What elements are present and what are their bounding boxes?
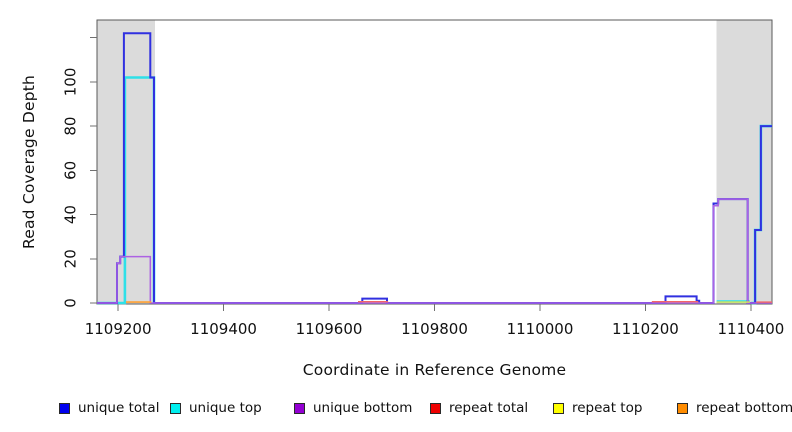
x-tick-label: 1109400 [190,320,257,338]
x-tick-label: 1109200 [85,320,152,338]
x-tick-label: 1110400 [718,320,785,338]
legend-swatch-unique-total [59,403,70,414]
series-unique-bottom [97,198,772,304]
legend-label: repeat total [449,400,529,416]
y-tick-label: 80 [61,117,79,136]
y-tick-label: 40 [61,205,79,224]
legend-label: repeat top [572,400,643,416]
legend-swatch-repeat-top [553,403,564,414]
x-tick-label: 1110000 [507,320,574,338]
legend-label: unique total [78,400,160,416]
y-tick-label: 100 [61,68,79,97]
legend-label: unique bottom [313,400,413,416]
series-unique-total [97,32,772,304]
y-axis-title: Read Coverage Depth [20,74,38,250]
right-repeat-region-shading [716,20,772,304]
y-tick-label: 0 [61,298,79,308]
legend-label: unique top [189,400,262,416]
legend-swatch-unique-top [170,403,181,414]
legend-swatch-unique-bottom [294,403,305,414]
x-axis-title: Coordinate in Reference Genome [302,361,567,379]
y-tick-label: 60 [61,161,79,180]
x-tick-label: 1109600 [296,320,363,338]
legend-swatch-repeat-total [430,403,441,414]
legend-label: repeat bottom [696,400,792,416]
legend: unique total unique top unique bottom repea… [0,398,792,424]
legend-swatch-repeat-bottom [677,403,688,414]
y-tick-label: 20 [61,249,79,268]
x-tick-label: 1110200 [612,320,679,338]
plot-border [96,19,773,305]
x-tick-label: 1109800 [401,320,468,338]
